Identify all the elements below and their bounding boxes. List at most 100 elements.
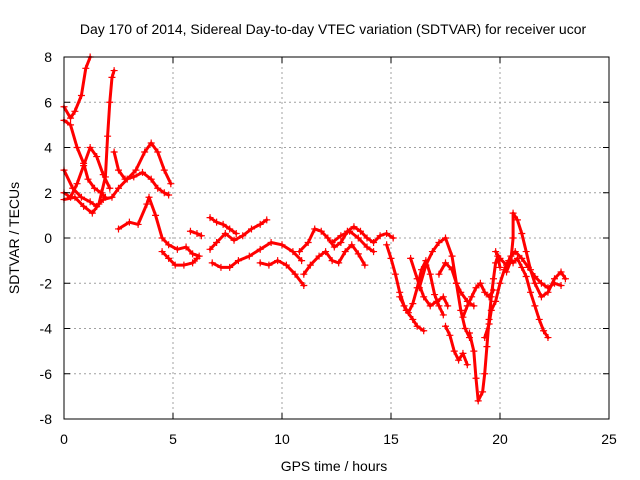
data-point <box>446 331 454 339</box>
data-point <box>141 148 149 156</box>
series-line <box>62 118 107 199</box>
data-point <box>389 234 397 242</box>
data-point <box>448 266 456 274</box>
data-point <box>256 220 264 228</box>
data-point <box>518 254 526 262</box>
y-tick-label: -6 <box>40 366 53 382</box>
data-point <box>180 261 188 269</box>
series-arc-21 <box>435 259 478 310</box>
series-line <box>62 69 116 215</box>
data-point <box>483 343 491 351</box>
data-point <box>67 114 75 122</box>
data-point <box>152 211 160 219</box>
data-point <box>101 173 109 181</box>
data-point <box>71 193 79 201</box>
series-arc-18 <box>396 293 428 335</box>
data-point <box>247 225 255 233</box>
data-point <box>459 313 467 321</box>
data-point <box>481 370 489 378</box>
data-point <box>383 229 391 237</box>
x-tick-label: 20 <box>492 431 508 447</box>
data-point <box>208 259 216 267</box>
data-point <box>376 232 384 240</box>
data-point <box>234 257 242 265</box>
data-point <box>311 225 319 233</box>
x-tick-label: 10 <box>274 431 290 447</box>
data-point <box>274 257 282 265</box>
data-point <box>337 239 345 247</box>
data-point <box>88 209 96 217</box>
data-point <box>346 227 354 235</box>
series-arc-15 <box>300 241 369 278</box>
data-point <box>165 191 173 199</box>
data-point <box>354 234 362 242</box>
data-point <box>86 144 94 151</box>
series-arc-8 <box>158 248 201 269</box>
data-point <box>551 279 558 287</box>
data-point <box>540 327 548 335</box>
data-point <box>108 193 116 201</box>
series-arc-25 <box>481 254 552 342</box>
series-line <box>62 146 112 199</box>
data-point <box>147 175 155 183</box>
series-line <box>461 281 495 319</box>
data-point <box>115 225 122 233</box>
y-tick-label: 8 <box>44 49 52 65</box>
series-arc-9 <box>186 227 205 240</box>
data-point <box>206 245 214 253</box>
data-point <box>433 297 441 305</box>
data-point <box>428 248 436 256</box>
series-arc-16 <box>328 227 378 256</box>
data-series <box>60 53 569 405</box>
data-point <box>115 184 122 192</box>
series-line <box>483 256 550 340</box>
data-point <box>267 239 275 247</box>
series-arc-27 <box>492 248 565 292</box>
series-line <box>494 250 563 290</box>
data-point <box>182 243 190 251</box>
data-point <box>265 261 273 269</box>
axes: 0 5 10 15 20 25 -8 -6 -4 -2 0 2 4 6 8 <box>40 49 617 447</box>
data-point <box>481 288 489 296</box>
x-tick-label: 25 <box>601 431 617 447</box>
data-point <box>363 243 371 251</box>
data-point <box>492 297 500 305</box>
data-point <box>154 148 162 156</box>
data-point <box>426 302 434 310</box>
data-point <box>289 248 297 256</box>
data-point <box>84 175 92 183</box>
data-point <box>452 279 460 287</box>
data-point <box>492 259 500 267</box>
data-point <box>463 302 471 310</box>
data-point <box>524 263 532 271</box>
data-point <box>337 232 345 240</box>
data-point <box>154 184 162 192</box>
data-point <box>387 254 395 262</box>
data-point <box>455 356 463 364</box>
data-point <box>531 272 539 280</box>
data-point <box>489 275 497 283</box>
data-point <box>67 121 75 129</box>
data-point <box>77 193 85 201</box>
series-arc-7 <box>115 193 203 260</box>
data-point <box>420 327 428 335</box>
x-tick-label: 5 <box>169 431 177 447</box>
data-point <box>442 234 449 242</box>
data-point <box>431 291 439 299</box>
data-point <box>509 234 517 242</box>
data-point <box>485 320 493 328</box>
data-point <box>450 347 458 355</box>
series-arc-13 <box>256 257 308 290</box>
data-point <box>557 282 565 290</box>
series-arc-24 <box>465 252 504 405</box>
data-point <box>80 202 88 210</box>
data-point <box>147 139 155 147</box>
data-point <box>145 193 153 201</box>
data-point <box>82 64 90 72</box>
series-line <box>208 218 269 251</box>
chart-title: Day 170 of 2014, Sidereal Day-to-day VTE… <box>80 21 587 37</box>
data-point <box>442 322 449 330</box>
series-arc-19 <box>407 254 452 310</box>
